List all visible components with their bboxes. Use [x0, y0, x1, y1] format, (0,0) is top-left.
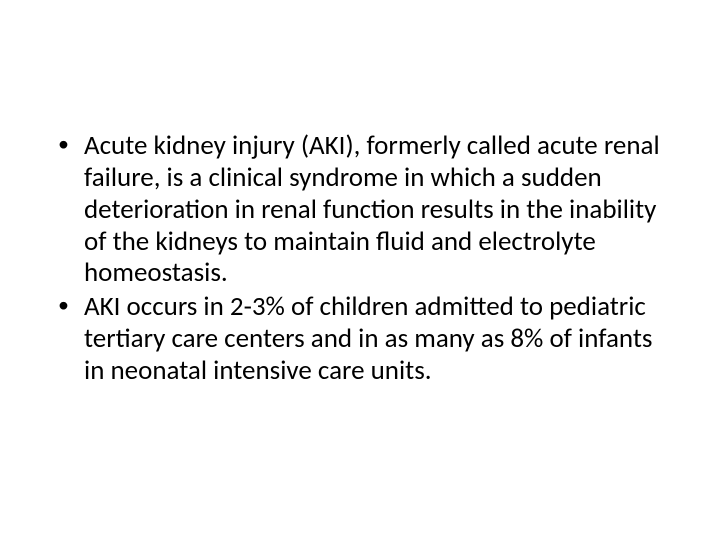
bullet-list: Acute kidney injury (AKI), formerly call… — [50, 130, 670, 387]
list-item: Acute kidney injury (AKI), formerly call… — [50, 130, 670, 289]
list-item: AKI occurs in 2-3% of children admitted … — [50, 291, 670, 387]
bullet-text: AKI occurs in 2-3% of children admitted … — [84, 290, 652, 387]
slide: Acute kidney injury (AKI), formerly call… — [0, 0, 720, 540]
bullet-text: Acute kidney injury (AKI), formerly call… — [84, 129, 660, 289]
